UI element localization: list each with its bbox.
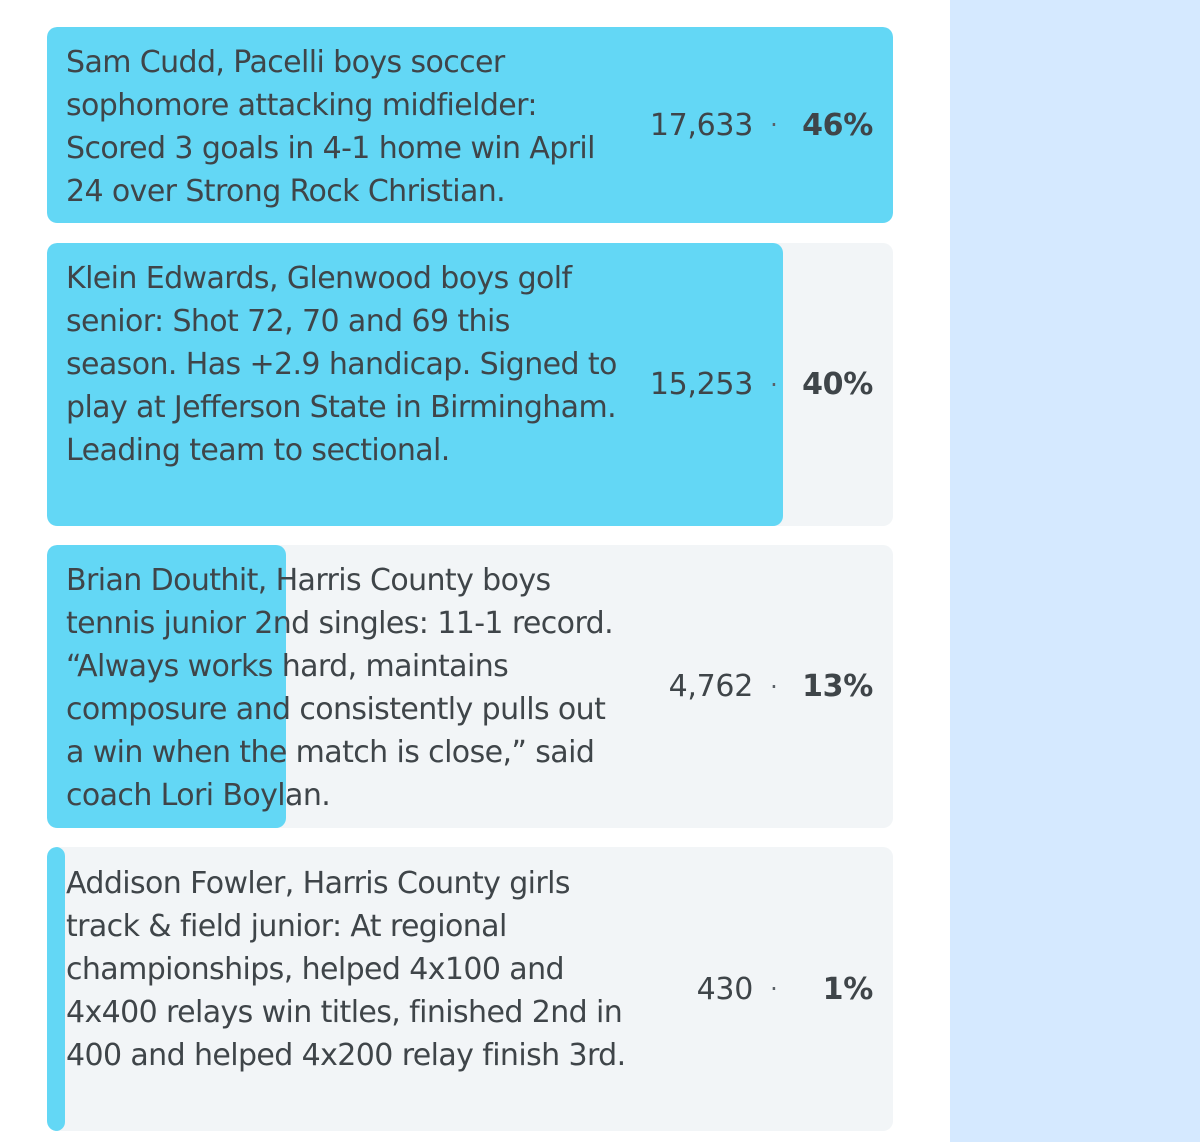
vote-share-bar	[47, 27, 893, 223]
option-label: Brian Douthit, Harris County boys tennis…	[66, 563, 614, 813]
option-label: Klein Edwards, Glenwood boys golf senior…	[66, 261, 617, 468]
vote-percent: 1%	[822, 971, 874, 1007]
option-stats: 430 · 1%	[643, 847, 874, 1131]
option-stats: 4,762 · 13%	[643, 545, 874, 828]
separator-dot: ·	[770, 975, 778, 1003]
side-panel	[950, 0, 1200, 1142]
option-stats: 17,633 · 46%	[643, 27, 873, 223]
separator-dot: ·	[770, 111, 778, 139]
poll-option-3[interactable]: Brian Douthit, Harris County boys tennis…	[47, 545, 893, 828]
separator-dot: ·	[770, 672, 778, 701]
vote-count: 17,633	[649, 107, 753, 143]
vote-count: 430	[696, 971, 754, 1007]
vote-percent: 40%	[802, 367, 873, 402]
poll-option-4[interactable]: Addison Fowler, Harris County girls trac…	[47, 847, 893, 1131]
vote-share-bar	[47, 847, 66, 1131]
vote-share-bar	[47, 243, 783, 526]
vote-count: 4,762	[668, 669, 754, 704]
option-label: Addison Fowler, Harris County girls trac…	[66, 866, 626, 1073]
vote-count: 15,253	[649, 367, 753, 402]
vote-percent: 13%	[802, 669, 873, 704]
option-stats: 15,253 · 40%	[643, 243, 873, 526]
poll-option-2[interactable]: Klein Edwards, Glenwood boys golf senior…	[47, 243, 893, 526]
poll-option-1[interactable]: Sam Cudd, Pacelli boys soccer sophomore …	[47, 27, 893, 223]
separator-dot: ·	[770, 370, 778, 399]
vote-percent: 46%	[802, 107, 873, 143]
option-label: Sam Cudd, Pacelli boys soccer sophomore …	[66, 45, 596, 209]
vote-share-bar	[47, 545, 287, 828]
